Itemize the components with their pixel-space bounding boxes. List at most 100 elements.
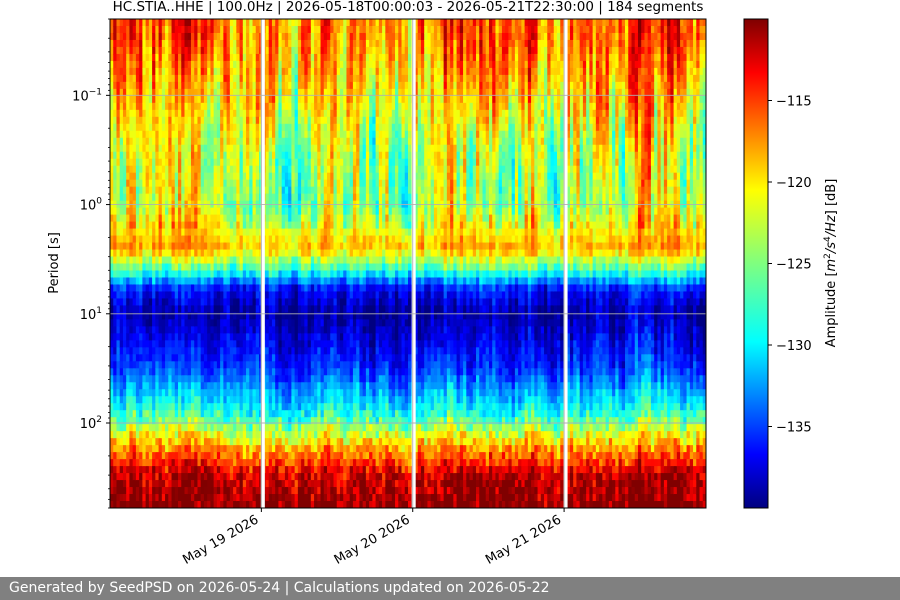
heatmap-cell xyxy=(323,487,328,495)
heatmap-cell xyxy=(246,221,250,230)
heatmap-cell xyxy=(265,312,270,320)
heatmap-cell xyxy=(178,403,182,411)
heatmap-cell xyxy=(187,494,192,502)
heatmap-cell xyxy=(304,158,309,167)
heatmap-cell xyxy=(161,67,166,76)
heatmap-cell xyxy=(255,494,260,502)
heatmap-cell xyxy=(148,305,153,313)
heatmap-cell xyxy=(210,424,215,432)
heatmap-cell xyxy=(268,74,273,83)
heatmap-cell xyxy=(174,221,179,230)
heatmap-cell xyxy=(255,354,260,362)
heatmap-cell xyxy=(330,235,335,244)
heatmap-cell xyxy=(281,333,286,341)
heatmap-cell xyxy=(323,60,328,69)
heatmap-cell xyxy=(226,228,231,237)
heatmap-cell xyxy=(223,137,228,146)
heatmap-cell xyxy=(110,480,114,488)
heatmap-cell xyxy=(239,347,244,355)
heatmap-cell xyxy=(194,473,199,481)
heatmap-cell xyxy=(155,368,160,376)
heatmap-cell xyxy=(239,67,244,76)
heatmap-cell xyxy=(135,158,140,167)
heatmap-cell xyxy=(242,431,247,439)
heatmap-cell xyxy=(327,319,331,327)
heatmap-cell xyxy=(135,67,140,76)
heatmap-cell xyxy=(333,130,338,139)
heatmap-cell xyxy=(314,277,318,286)
heatmap-cell xyxy=(178,242,182,251)
heatmap-cell xyxy=(203,151,208,160)
heatmap-cell xyxy=(239,431,244,439)
heatmap-cell xyxy=(194,60,199,69)
heatmap-cell xyxy=(148,158,153,167)
heatmap-cell xyxy=(116,305,121,313)
heatmap-cell xyxy=(161,347,166,355)
heatmap-cell xyxy=(233,53,237,62)
heatmap-cell xyxy=(314,19,318,27)
heatmap-cell xyxy=(178,452,182,460)
heatmap-cell xyxy=(129,473,134,481)
heatmap-cell xyxy=(113,193,118,202)
heatmap-cell xyxy=(213,95,218,104)
heatmap-cell xyxy=(336,312,341,320)
heatmap-cell xyxy=(135,228,140,237)
heatmap-cell xyxy=(145,137,150,146)
heatmap-cell xyxy=(314,501,318,508)
heatmap-cell xyxy=(255,214,260,223)
heatmap-cell xyxy=(265,319,270,327)
heatmap-cell xyxy=(187,333,192,341)
heatmap-cell xyxy=(327,473,331,481)
heatmap-cell xyxy=(233,179,237,188)
heatmap-cell xyxy=(249,494,254,502)
heatmap-cell xyxy=(148,410,153,418)
heatmap-cell xyxy=(194,319,199,327)
heatmap-cell xyxy=(246,46,250,55)
heatmap-cell xyxy=(110,368,114,376)
heatmap-cell xyxy=(333,459,338,467)
heatmap-cell xyxy=(336,207,341,216)
heatmap-cell xyxy=(310,186,315,195)
heatmap-cell xyxy=(210,25,215,34)
heatmap-cell xyxy=(317,165,322,174)
heatmap-cell xyxy=(116,186,121,195)
heatmap-cell xyxy=(168,438,173,446)
heatmap-cell xyxy=(291,438,296,446)
heatmap-cell xyxy=(174,333,179,341)
heatmap-cell xyxy=(194,256,199,265)
heatmap-cell xyxy=(265,424,270,432)
heatmap-cell xyxy=(297,368,302,376)
heatmap-cell xyxy=(155,179,160,188)
heatmap-cell xyxy=(239,382,244,390)
heatmap-cell xyxy=(275,60,280,69)
heatmap-cell xyxy=(268,165,273,174)
heatmap-cell xyxy=(304,144,309,153)
heatmap-cell xyxy=(314,305,318,313)
heatmap-cell xyxy=(229,410,234,418)
heatmap-cell xyxy=(139,242,143,251)
heatmap-cell xyxy=(226,207,231,216)
heatmap-cell xyxy=(301,158,305,167)
heatmap-cell xyxy=(158,445,163,453)
heatmap-cell xyxy=(307,144,312,153)
heatmap-cell xyxy=(184,109,189,118)
heatmap-cell xyxy=(229,298,234,307)
heatmap-cell xyxy=(242,228,247,237)
heatmap-cell xyxy=(184,158,189,167)
heatmap-cell xyxy=(220,382,224,390)
heatmap-cell xyxy=(336,221,341,230)
heatmap-cell xyxy=(135,368,140,376)
heatmap-cell xyxy=(291,305,296,313)
heatmap-cell xyxy=(190,256,195,265)
heatmap-cell xyxy=(200,242,205,251)
heatmap-cell xyxy=(168,102,173,111)
heatmap-cell xyxy=(216,130,221,139)
heatmap-cell xyxy=(129,501,134,508)
heatmap-cell xyxy=(171,67,176,76)
heatmap-cell xyxy=(122,361,127,369)
heatmap-cell xyxy=(178,368,182,376)
heatmap-cell xyxy=(291,403,296,411)
heatmap-cell xyxy=(249,368,254,376)
heatmap-cell xyxy=(249,298,254,307)
heatmap-cell xyxy=(226,473,231,481)
